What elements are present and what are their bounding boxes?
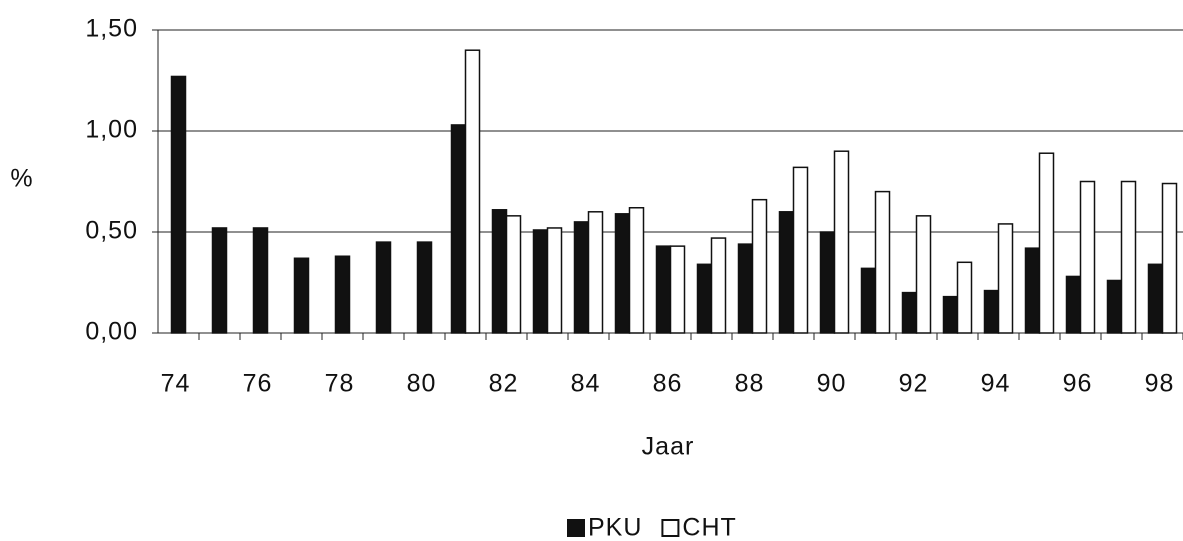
bar (860, 267, 877, 334)
bar (505, 215, 522, 334)
bar (696, 263, 713, 334)
bar (532, 229, 549, 334)
x-tick-label: 82 (489, 370, 519, 398)
bar (751, 198, 768, 334)
y-tick-label: 0,50 (85, 217, 138, 245)
bar (1024, 247, 1041, 334)
bar (956, 261, 973, 334)
bar (819, 231, 836, 334)
x-tick-label: 78 (325, 370, 355, 398)
bar (491, 209, 508, 334)
x-tick-label: 98 (1145, 370, 1175, 398)
bar (1161, 182, 1178, 334)
bar (669, 245, 686, 334)
x-tick-label: 92 (899, 370, 929, 398)
bar (710, 237, 727, 334)
bar (450, 124, 467, 334)
bar (833, 150, 850, 334)
y-tick-label: 1,50 (85, 15, 138, 43)
bar (614, 213, 631, 334)
bar (1065, 275, 1082, 334)
bar (252, 227, 269, 334)
bar (587, 211, 604, 334)
bar (573, 221, 590, 334)
y-axis-label: % (10, 165, 33, 193)
x-axis-label: Jaar (642, 433, 695, 461)
bar (983, 289, 1000, 334)
bar (792, 166, 809, 334)
bar (375, 241, 392, 334)
bar (1106, 279, 1123, 334)
bar (464, 49, 481, 334)
bar (737, 243, 754, 334)
bar (778, 211, 795, 334)
bar (546, 227, 563, 334)
bar (1120, 180, 1137, 334)
bar (170, 75, 187, 334)
x-tick-label: 90 (817, 370, 847, 398)
bar (1079, 180, 1096, 334)
bar (334, 255, 351, 334)
legend-swatch (661, 519, 680, 537)
bar (942, 295, 959, 334)
x-tick-label: 84 (571, 370, 601, 398)
x-tick-label: 86 (653, 370, 683, 398)
bar (874, 190, 891, 334)
bar (1147, 263, 1164, 334)
y-tick-label: 1,00 (85, 116, 138, 144)
bar (416, 241, 433, 334)
bar (1038, 152, 1055, 334)
y-tick-label: 0,00 (85, 318, 138, 346)
bar (915, 215, 932, 334)
bar (211, 227, 228, 334)
legend-label: CHT (682, 514, 736, 541)
legend-label: PKU (588, 514, 642, 541)
bar (655, 245, 672, 334)
bar (628, 207, 645, 334)
legend-swatch (567, 519, 585, 537)
x-tick-label: 74 (161, 370, 191, 398)
bar (997, 223, 1014, 334)
x-tick-label: 94 (981, 370, 1011, 398)
x-tick-label: 96 (1063, 370, 1093, 398)
bar (293, 257, 310, 334)
bar (901, 291, 918, 334)
x-tick-label: 88 (735, 370, 765, 398)
x-tick-label: 80 (407, 370, 437, 398)
x-tick-label: 76 (243, 370, 273, 398)
